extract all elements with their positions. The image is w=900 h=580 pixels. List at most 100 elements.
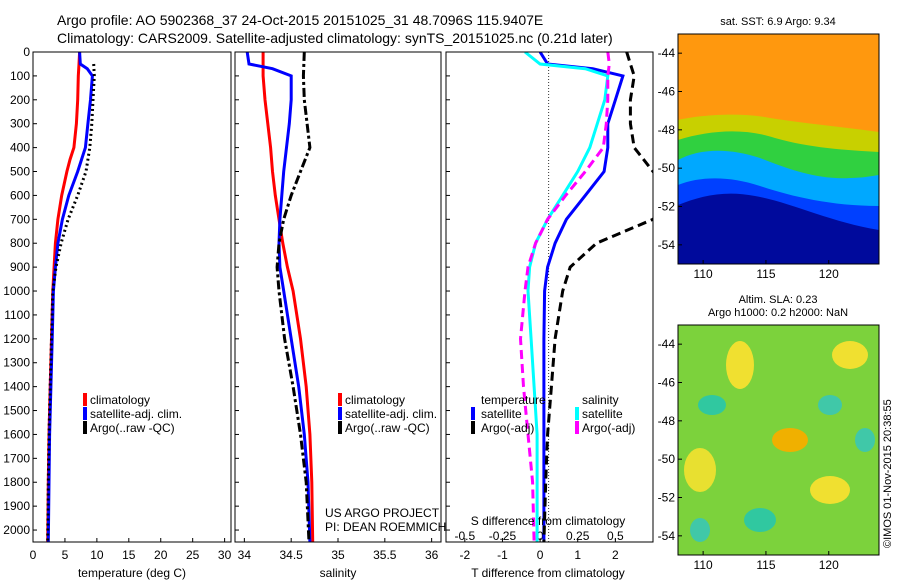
legend-label-satellite: satellite-adj. clim. [90,407,182,421]
pi-credit: PI: DEAN ROEMMICH [325,520,446,534]
legend-label-t-argo: Argo(-adj) [481,421,534,435]
salinity-xlabel: salinity [320,566,357,580]
s-difference-xlabel: S difference from climatology [471,514,626,528]
sla-lat-tick-label: -46 [658,376,676,390]
sst-cold-band [678,193,879,264]
project-credit: US ARGO PROJECT [325,506,440,520]
s-diff-satellite-line [524,52,610,542]
sst-map-frame [677,33,880,265]
legend-swatch-satellite [338,407,342,420]
sla-lat-tick-label: -44 [658,337,676,351]
difference-panel-frame [445,51,654,543]
depth-axis-ticks: 0 100 200 300 400 500 600 700 800 900 1000 1100 1200… [3,45,450,537]
legend-label-argo: Argo(..raw -QC) [345,421,430,435]
sst-map: sat. SST: 6.9 Argo: 9.34 -44 -46 -48 -50 -52… [658,16,880,281]
s-difference-tick-label: -0.5 [454,529,475,543]
sla-low-blob [698,395,726,415]
depth-tick-label: 1600 [3,427,30,441]
depth-tick-label: 700 [10,212,30,226]
sla-lat-tick-label: -52 [658,491,676,505]
depth-tick-label: 1300 [3,356,30,370]
sst-lat-ticks: -44 -46 -48 -50 -52 -54 [658,46,682,252]
legend-header-temperature: temperature [481,393,546,407]
t-difference-tick-label: -1 [497,548,508,562]
depth-tick-label: 1000 [3,284,30,298]
sla-low-blob [818,395,842,415]
depth-tick-label: 1700 [3,451,30,465]
sst-lat-tick-label: -46 [658,85,676,99]
salinity-legend: climatology satellite-adj. clim. Argo(..… [338,393,437,435]
sla-lat-tick-label: -48 [658,414,676,428]
sst-lon-ticks: 110 115 120 [694,260,839,281]
legend-swatch-t-satellite [471,407,475,420]
salinity-tick-label: 35.5 [373,548,397,562]
t-diff-argo-line [542,52,653,542]
s-difference-tick-label: 0 [537,529,544,543]
s-difference-axis-ticks: -0.5 -0.25 0 0.25 0.5 [454,529,624,543]
depth-tick-label: 1100 [4,308,30,322]
salinity-tick-label: 36 [425,548,439,562]
temperature-tick-label: 25 [186,548,200,562]
sla-high-blob [832,341,868,369]
salinity-panel: 34 34.5 35 35.5 36 salinity climatology sate… [234,51,446,580]
legend-label-s-satellite: satellite [582,407,623,421]
salinity-tick-label: 34.5 [280,548,304,562]
sst-lat-tick-label: -50 [658,161,676,175]
depth-tick-label: 200 [10,93,30,107]
sla-lat-ticks: -44 -46 -48 -50 -52 -54 [658,337,682,543]
temperature-tick-label: 5 [62,548,69,562]
sla-map: Altim. SLA: 0.23 Argo h1000: 0.2 h2000: … [658,294,880,572]
legend-swatch-climatology [83,393,87,406]
depth-tick-label: 100 [10,69,30,83]
temperature-panel-frame [32,51,232,543]
sst-lon-tick-label: 120 [819,267,839,281]
legend-label-climatology: climatology [90,393,150,407]
sla-low-blob [690,518,710,542]
s-difference-tick-label: 0.25 [566,529,590,543]
legend-swatch-satellite [83,407,87,420]
depth-tick-label: 300 [10,117,30,131]
legend-swatch-s-argo [575,421,579,434]
legend-swatch-argo [83,421,87,434]
temperature-legend: climatology satellite-adj. clim. Argo(..… [83,393,182,435]
sla-high-blob [726,341,754,389]
depth-tick-label: 1200 [3,332,30,346]
t-difference-axis-ticks: -2 -1 0 1 2 [459,538,619,562]
sst-lat-tick-label: -48 [658,123,676,137]
sla-lat-tick-label: -50 [658,452,676,466]
sst-lat-tick-label: -54 [658,238,676,252]
sla-low-blob [744,508,776,532]
salinity-satellite-line [245,52,312,542]
temperature-tick-label: 30 [218,548,232,562]
sla-lon-ticks: 110 115 120 [694,551,839,572]
legend-swatch-argo [338,421,342,434]
figure-title-line2: Climatology: CARS2009. Satellite-adjuste… [57,30,613,46]
legend-swatch-t-argo [471,421,475,434]
sst-lon-tick-label: 110 [694,267,713,281]
s-difference-tick-label: 0.5 [607,529,624,543]
salinity-panel-frame [234,51,442,543]
salinity-tick-label: 35 [331,548,345,562]
sla-lat-tick-label: -54 [658,529,676,543]
depth-tick-label: 1900 [3,499,30,513]
legend-label-t-satellite: satellite [481,407,522,421]
sla-map-subtitle: Argo h1000: 0.2 h2000: NaN [708,307,848,319]
temperature-satellite-line [46,52,94,542]
figure-title-line1: Argo profile: AO 5902368_37 24-Oct-2015 … [57,12,543,28]
legend-swatch-climatology [338,393,342,406]
temperature-tick-label: 15 [122,548,136,562]
temperature-tick-label: 20 [154,548,168,562]
sst-lat-tick-label: -52 [658,200,676,214]
sla-lon-tick-label: 120 [819,558,839,572]
legend-header-salinity: salinity [582,393,619,407]
depth-tick-label: 800 [10,236,30,250]
legend-swatch-s-satellite [575,407,579,420]
depth-tick-label: 900 [10,260,30,274]
depth-tick-label: 0 [23,45,30,59]
depth-tick-label: 500 [10,165,30,179]
temperature-tick-label: 10 [90,548,104,562]
depth-tick-label: 1400 [3,380,30,394]
salinity-argo-line [275,52,312,542]
temperature-xlabel: temperature (deg C) [78,566,186,580]
t-difference-tick-label: -2 [459,548,470,562]
